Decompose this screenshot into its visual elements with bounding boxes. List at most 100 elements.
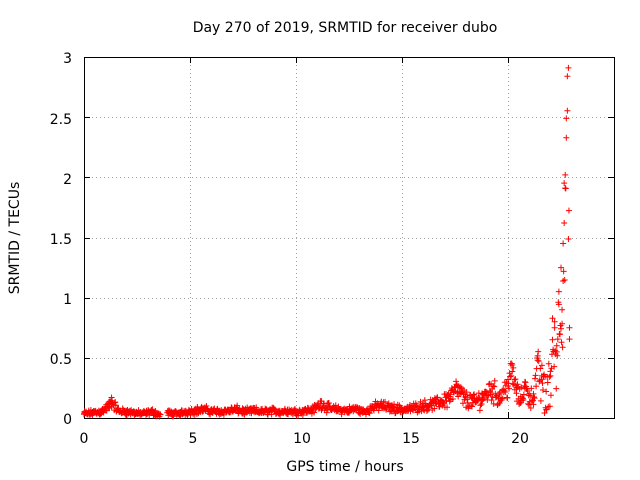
data-point (561, 220, 568, 227)
data-point (521, 378, 528, 385)
data-point (546, 373, 553, 380)
data-point (81, 410, 87, 417)
y-tick-label: 2 (63, 172, 72, 188)
data-point (564, 73, 571, 80)
data-point (314, 401, 321, 408)
data-point (428, 399, 435, 406)
data-point (551, 363, 558, 370)
data-point (170, 413, 177, 420)
data-point (517, 399, 524, 406)
data-point (538, 376, 545, 383)
data-point (386, 402, 393, 409)
data-point (366, 409, 373, 416)
data-point (491, 383, 498, 390)
data-point (509, 362, 516, 369)
data-point (556, 331, 563, 338)
y-tick-label: 3 (63, 51, 72, 67)
data-point (289, 411, 296, 418)
data-point (505, 376, 511, 383)
grid-lines (84, 57, 614, 418)
data-point (434, 394, 441, 401)
data-point (506, 370, 513, 377)
data-point (501, 387, 508, 394)
data-point (539, 380, 546, 387)
data-point (477, 402, 484, 409)
data-point (548, 365, 555, 372)
data-point (559, 344, 566, 351)
data-point (149, 406, 156, 413)
y-tick-label: 1 (63, 292, 72, 308)
data-point (352, 404, 359, 411)
data-point (457, 384, 464, 391)
data-point (445, 390, 452, 397)
data-point (510, 364, 517, 371)
data-point (436, 403, 443, 410)
data-point (538, 372, 545, 379)
x-tick-label: 15 (402, 431, 420, 447)
data-point (488, 381, 495, 388)
data-point (549, 336, 556, 343)
data-point (520, 391, 527, 398)
data-point (462, 393, 469, 400)
data-point (203, 403, 210, 410)
data-point (199, 405, 206, 412)
data-point (97, 407, 104, 414)
data-point (382, 398, 389, 405)
data-point (506, 385, 513, 392)
data-point (318, 398, 325, 405)
y-tick-label: 0 (63, 412, 72, 428)
data-point (299, 412, 306, 419)
data-point (391, 401, 398, 408)
data-point (267, 406, 274, 413)
data-point (561, 277, 568, 284)
data-point (311, 409, 318, 416)
data-point (496, 390, 503, 397)
data-point (508, 372, 515, 379)
x-tick-label: 0 (80, 431, 89, 447)
data-point (555, 301, 562, 308)
data-point (555, 288, 562, 295)
data-point (403, 405, 410, 412)
data-point (558, 339, 565, 346)
data-point (514, 381, 521, 388)
data-point (182, 407, 189, 414)
data-point (335, 405, 342, 412)
data-point (551, 324, 558, 331)
data-point (532, 375, 539, 382)
data-point (553, 385, 560, 392)
data-point (343, 406, 350, 413)
data-point (366, 410, 373, 417)
data-point (431, 405, 438, 412)
data-point (394, 404, 401, 411)
data-point (494, 401, 501, 408)
data-point (191, 406, 198, 413)
data-point (242, 407, 249, 414)
data-point (533, 383, 540, 390)
data-point (476, 407, 483, 414)
data-point (545, 360, 552, 367)
data-point (546, 403, 553, 410)
data-point (513, 384, 520, 391)
data-point (479, 397, 486, 404)
data-point (325, 399, 332, 406)
data-point (559, 306, 566, 313)
data-point (560, 268, 567, 275)
data-point (464, 399, 471, 406)
data-points (81, 64, 573, 420)
x-axis-label: GPS time / hours (286, 459, 403, 475)
data-point (530, 390, 537, 397)
data-point (375, 407, 382, 414)
data-point (511, 376, 518, 383)
data-point (504, 394, 511, 401)
data-point (547, 372, 554, 379)
data-point (528, 385, 535, 392)
data-point (360, 407, 367, 414)
data-point (499, 395, 506, 402)
data-point (234, 402, 241, 409)
data-point (566, 336, 573, 343)
data-point (478, 401, 485, 408)
data-point (463, 389, 470, 396)
data-point (534, 357, 541, 364)
data-point (437, 396, 444, 403)
